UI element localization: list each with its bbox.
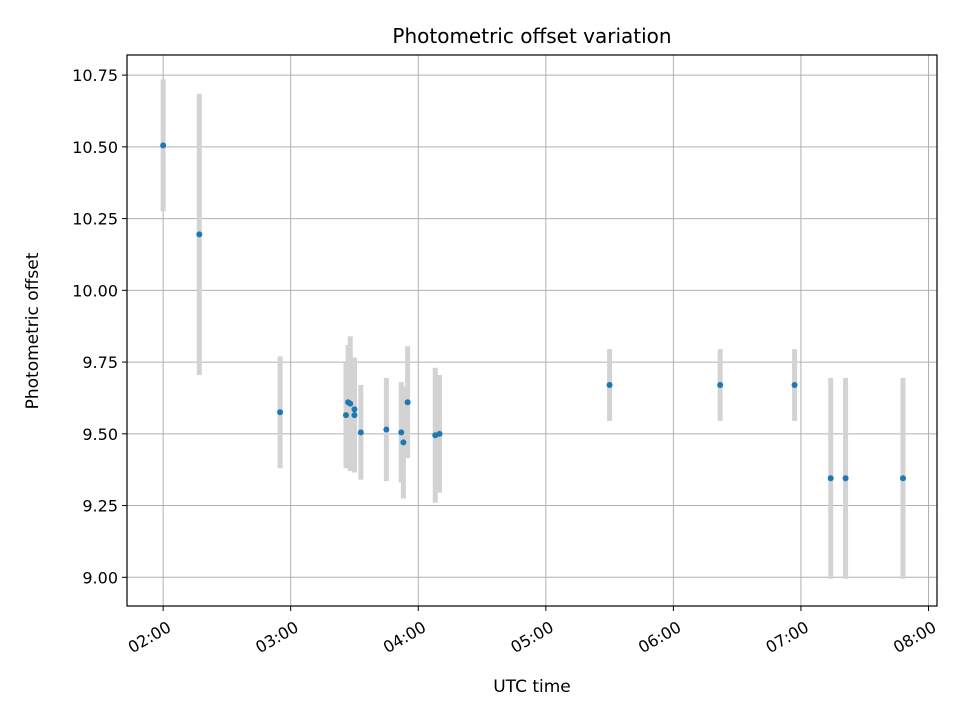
data-point (398, 429, 405, 436)
data-point (717, 382, 724, 389)
y-tick-label: 9.00 (82, 568, 118, 587)
y-axis-label: Photometric offset (23, 252, 43, 409)
y-tick-label: 10.25 (72, 210, 118, 229)
y-tick-label: 10.50 (72, 138, 118, 157)
data-point (351, 406, 358, 413)
y-tick-label: 10.75 (72, 66, 118, 85)
data-point (196, 231, 203, 238)
y-tick-label: 9.25 (82, 497, 118, 516)
data-point (347, 400, 354, 407)
data-point (400, 439, 407, 446)
data-point (277, 409, 284, 416)
chart-title: Photometric offset variation (392, 24, 671, 48)
data-point (351, 412, 358, 419)
x-axis-label: UTC time (493, 677, 571, 697)
y-axis: 9.00 9.25 9.50 9.75 10.00 10.25 10.50 10.75 (72, 66, 127, 587)
y-tick-label: 10.00 (72, 281, 118, 300)
data-points (160, 142, 906, 482)
y-tick-label: 9.75 (82, 353, 118, 372)
grid (127, 55, 937, 606)
data-point (404, 399, 411, 406)
data-point (827, 475, 834, 482)
y-tick-label: 9.50 (82, 425, 118, 444)
data-point (842, 475, 849, 482)
data-point (436, 430, 443, 437)
data-point (342, 412, 349, 419)
data-point (606, 382, 613, 389)
data-point (791, 382, 798, 389)
plot-frame (126, 54, 938, 607)
plot-background (127, 55, 937, 606)
data-point (383, 426, 390, 433)
data-point (899, 475, 906, 482)
data-point (357, 429, 364, 436)
data-point (160, 142, 167, 149)
